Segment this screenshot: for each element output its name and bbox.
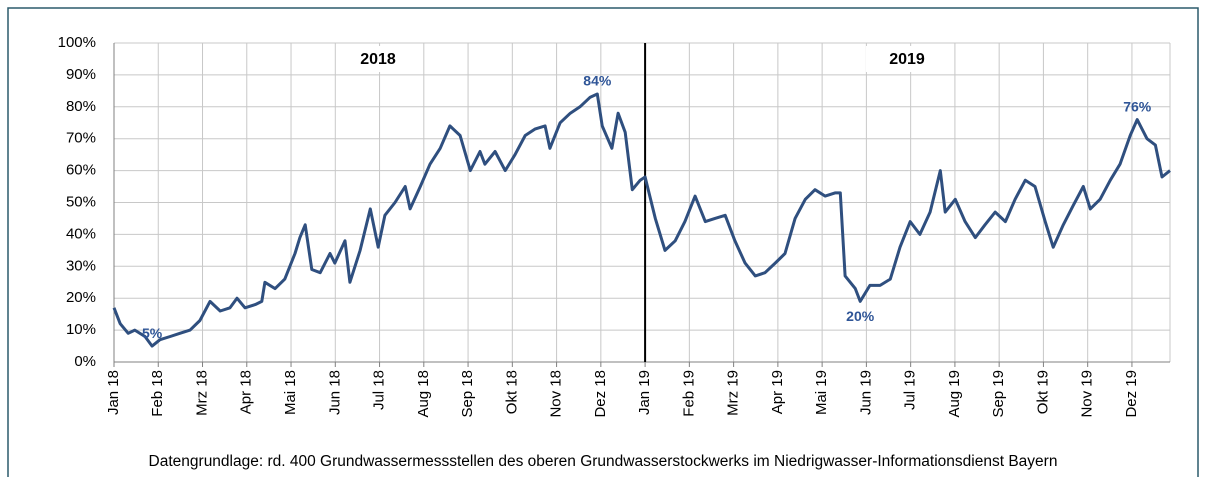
x-tick-label: Okt 19 <box>1034 370 1051 414</box>
x-tick-label: Nov 18 <box>548 370 565 418</box>
x-tick-label: Sep 19 <box>990 370 1007 418</box>
x-tick-label: Nov 19 <box>1079 370 1096 418</box>
y-tick-label: 90% <box>66 66 96 83</box>
x-tick-label: Feb 18 <box>149 370 166 417</box>
grid: 0% 10% 20% 30% 40% 50% 60% 70% 80% 90% 100% Jan 18 F… <box>58 34 1171 418</box>
y-tick-label: 60% <box>66 162 96 179</box>
year-label: 2018 <box>360 51 396 68</box>
y-tick-label: 20% <box>66 289 96 306</box>
y-tick-label: 70% <box>66 130 96 147</box>
x-tick-label: Aug 18 <box>415 370 432 418</box>
x-tick-label: Dez 19 <box>1123 370 1140 418</box>
x-tick-label: Jan 19 <box>636 370 653 415</box>
annotation: 84% <box>583 73 612 89</box>
year-label: 2019 <box>889 51 925 68</box>
y-tick-label: 10% <box>66 321 96 338</box>
x-tick-label: Apr 18 <box>238 370 255 414</box>
x-tick-label: Okt 18 <box>503 370 520 414</box>
x-tick-label: Jun 18 <box>326 370 343 415</box>
y-tick-label: 40% <box>66 225 96 242</box>
annotation: 5% <box>142 325 163 341</box>
y-tick-label: 80% <box>66 98 96 115</box>
frame <box>7 7 1199 477</box>
y-tick-label: 30% <box>66 257 96 274</box>
annotation: 20% <box>846 308 875 324</box>
x-tick-label: Dez 18 <box>592 370 609 418</box>
x-tick-label: Sep 18 <box>459 370 476 418</box>
x-tick-label: Jul 19 <box>902 370 919 410</box>
x-tick-label: Aug 19 <box>946 370 963 418</box>
x-tick-label: Mai 18 <box>282 370 299 415</box>
year-box <box>866 46 948 72</box>
x-tick-label: Feb 19 <box>680 370 697 417</box>
x-tick-label: Mai 19 <box>813 370 830 415</box>
marks: 5% 84% 20% 76% <box>112 73 1171 348</box>
data-line <box>112 92 1171 348</box>
x-tick-label: Mrz 19 <box>725 370 742 416</box>
x-tick-label: Mrz 18 <box>193 370 210 416</box>
x-tick-label: Apr 19 <box>769 370 786 414</box>
y-tick-label: 0% <box>74 353 96 370</box>
year-box <box>337 46 419 72</box>
y-tick-label: 100% <box>58 34 96 51</box>
x-tick-label: Jul 18 <box>371 370 388 410</box>
y-tick-label: 50% <box>66 193 96 210</box>
x-tick-label: Jan 18 <box>105 370 122 415</box>
annotation: 76% <box>1123 98 1152 114</box>
x-tick-label: Jun 19 <box>857 370 874 415</box>
footnote: Datengrundlage: rd. 400 Grundwassermesss… <box>149 453 1058 470</box>
